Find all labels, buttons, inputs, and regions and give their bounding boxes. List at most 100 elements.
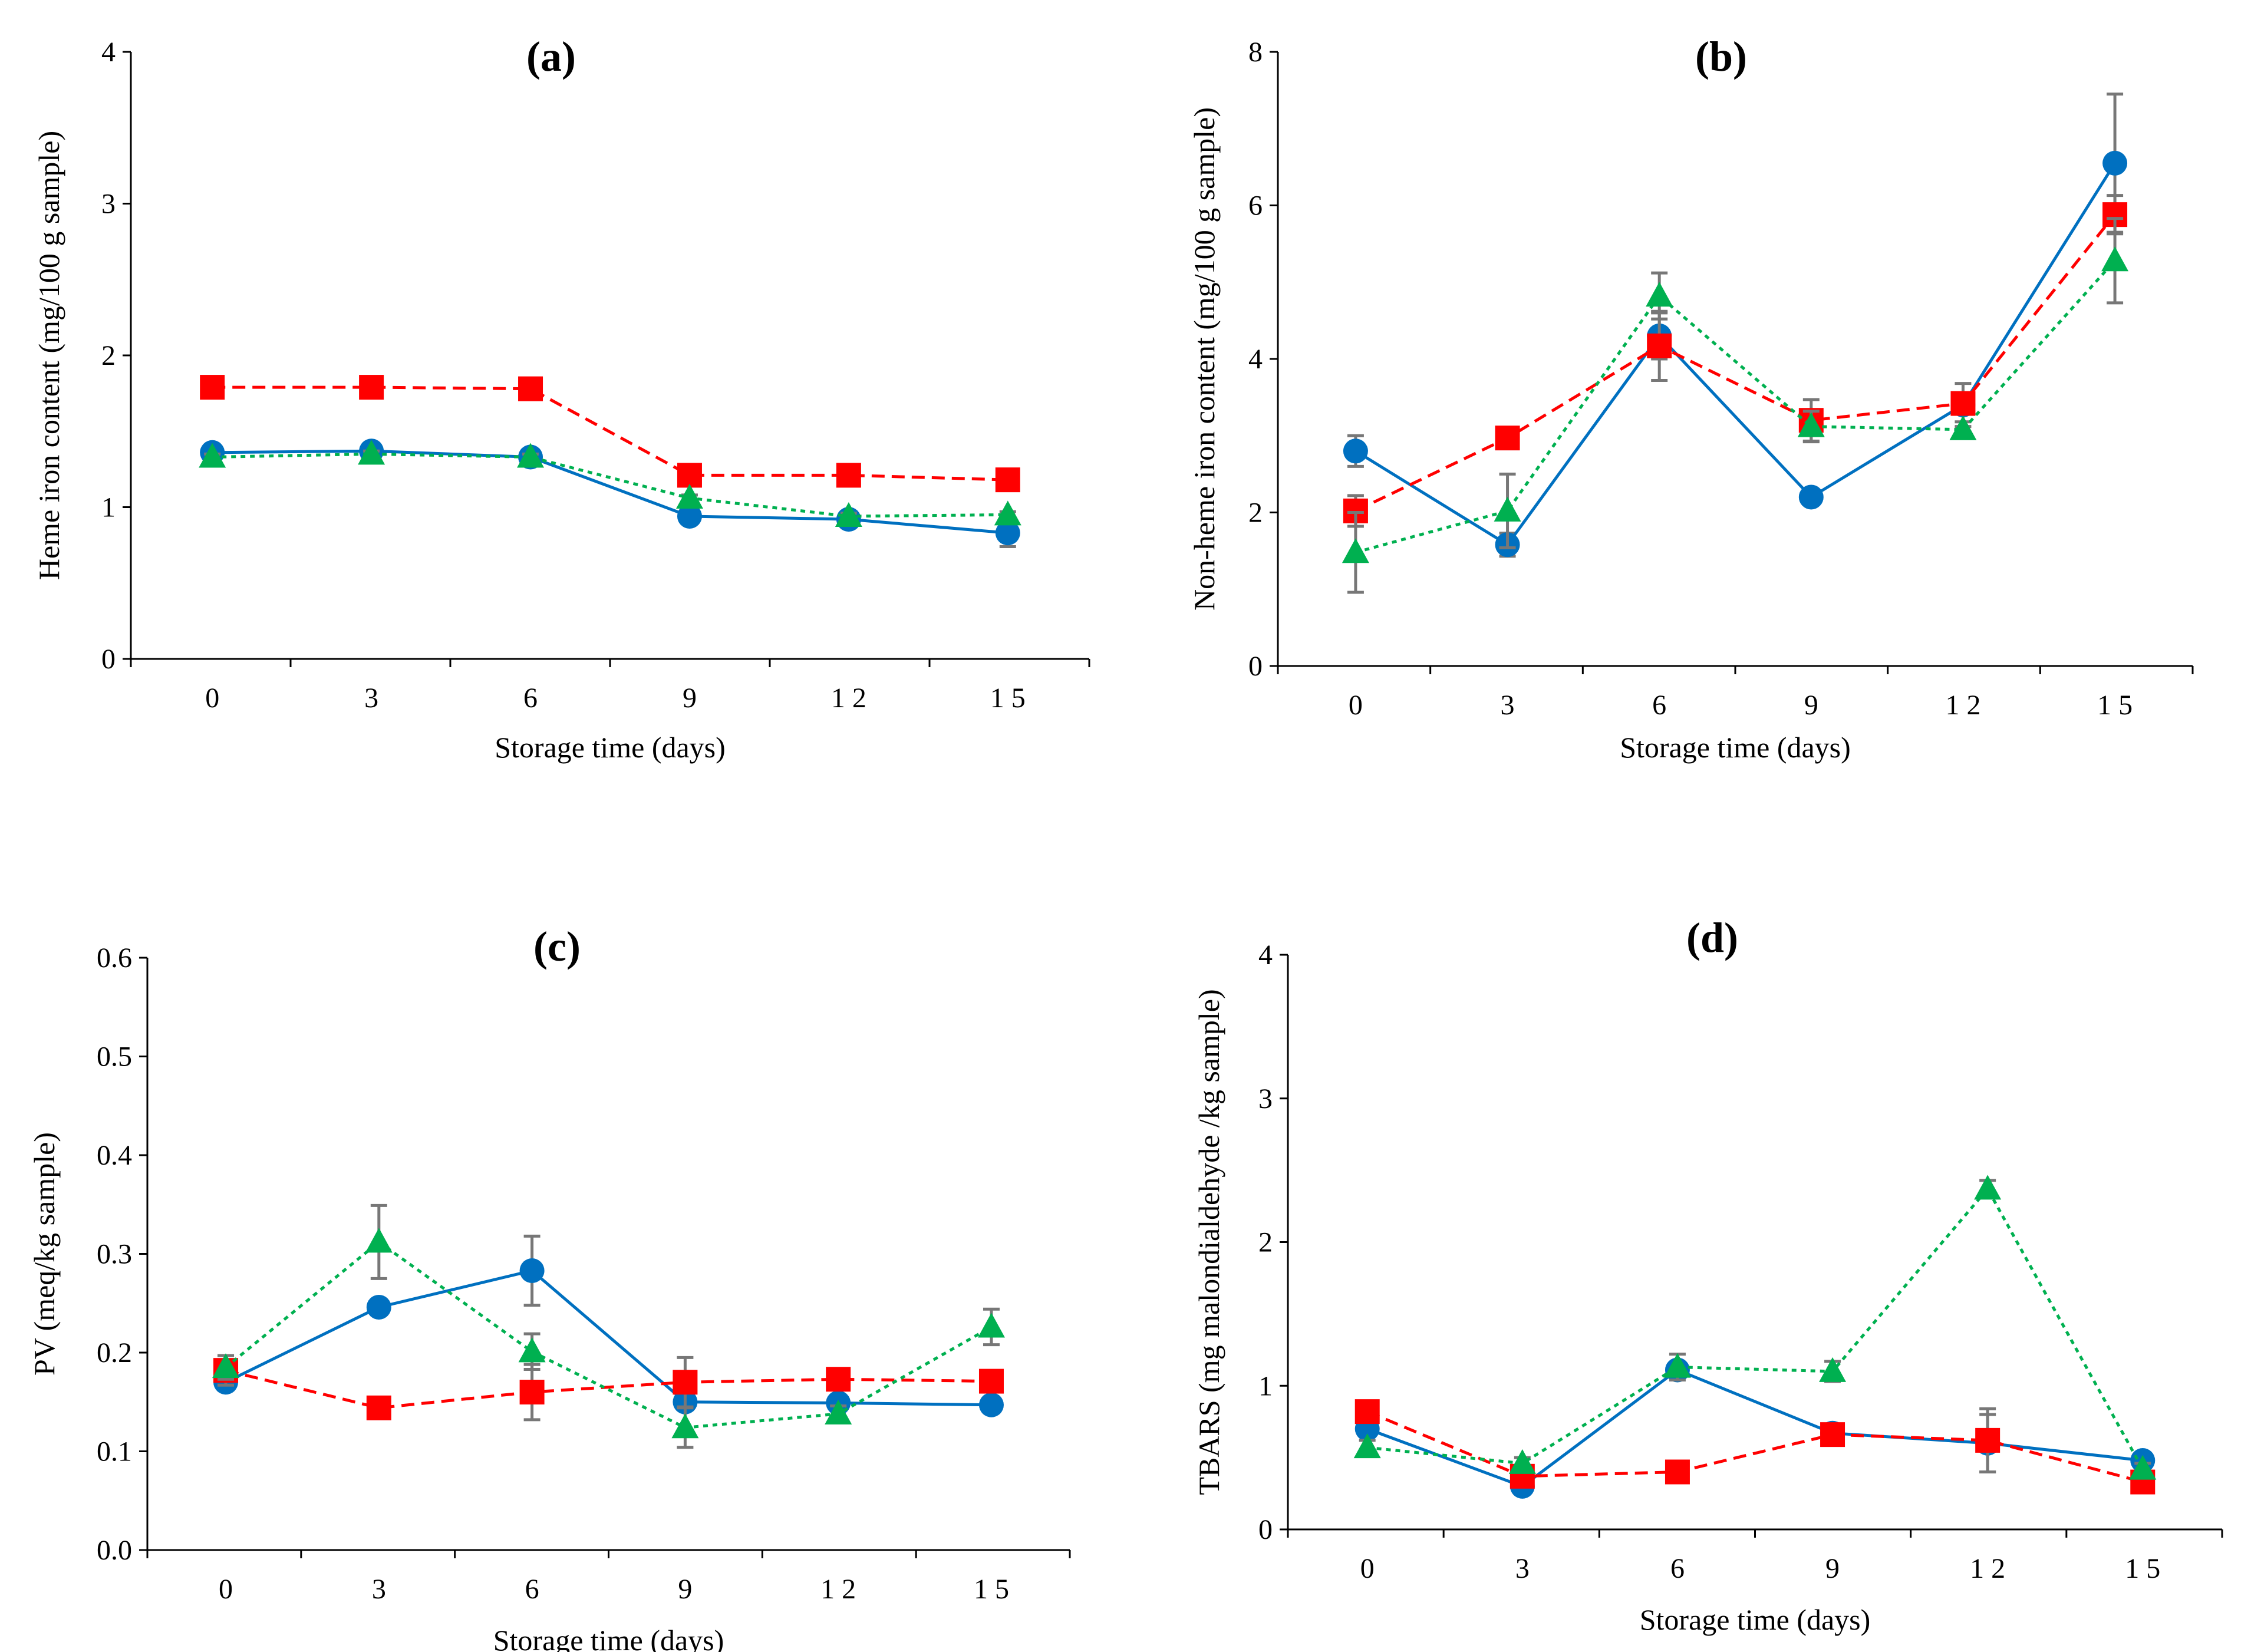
data-point xyxy=(995,520,1020,546)
data-point xyxy=(1495,426,1520,451)
y-axis-label: Non-heme iron content (mg/100 g sample) xyxy=(1188,107,1221,611)
series-line xyxy=(1354,213,2117,513)
data-point xyxy=(2129,1455,2157,1480)
y-tick-label: 1 xyxy=(101,492,116,523)
series-1 xyxy=(200,438,1020,548)
data-point xyxy=(519,1380,545,1404)
series-line xyxy=(225,1240,993,1429)
data-point xyxy=(978,1392,1004,1417)
y-tick-label: 2 xyxy=(1258,1227,1273,1258)
series-1 xyxy=(1354,1357,2156,1499)
y-tick-label: 0.5 xyxy=(97,1041,132,1073)
data-point xyxy=(1665,1459,1690,1485)
x-axis-label: Storage time (days) xyxy=(1620,731,1851,764)
data-point xyxy=(1494,496,1521,522)
x-tick-label: 9 xyxy=(1804,690,1818,721)
y-axis-label: PV (meq/kg sample) xyxy=(28,1132,61,1376)
data-point xyxy=(366,1395,391,1420)
series-line xyxy=(1366,1368,2143,1488)
x-tick-label: 9 xyxy=(678,1574,692,1605)
panel-b: 0 2 4 6 8 0 3 6 9 1 2 1 5 (b) Storage time (days) Non… xyxy=(1188,33,2194,764)
data-point xyxy=(826,1367,851,1392)
data-point xyxy=(995,467,1020,493)
y-tick-label: 0 xyxy=(1248,651,1263,682)
data-point xyxy=(518,1337,546,1363)
panel-title: (b) xyxy=(1695,33,1747,80)
data-point xyxy=(1819,1357,1847,1382)
x-tick-label: 0 xyxy=(1360,1553,1375,1584)
y-tick-label: 0.6 xyxy=(97,942,132,974)
x-tick-label: 1 2 xyxy=(1970,1553,2005,1584)
y-tick-label: 0.2 xyxy=(97,1337,132,1369)
series-line xyxy=(212,449,1008,535)
data-point xyxy=(1343,438,1368,464)
data-point xyxy=(359,375,384,400)
data-point xyxy=(677,463,702,488)
x-tick-label: 9 xyxy=(1825,1553,1840,1584)
x-tick-label: 3 xyxy=(364,682,378,714)
data-point xyxy=(2101,246,2129,272)
data-point xyxy=(1820,1422,1845,1447)
data-point xyxy=(200,375,225,400)
y-tick-label: 0 xyxy=(1258,1514,1273,1545)
data-point xyxy=(673,1370,698,1395)
y-axis-label: TBARS (mg malondialdehyde /kg sample) xyxy=(1192,989,1225,1495)
series-2 xyxy=(200,375,1020,493)
series-line xyxy=(212,452,1008,518)
x-tick-label: 9 xyxy=(683,682,697,714)
data-point xyxy=(836,463,861,488)
data-point xyxy=(835,502,862,527)
data-point xyxy=(1508,1449,1536,1474)
data-point xyxy=(1974,1175,2002,1200)
y-tick-label: 4 xyxy=(101,37,116,68)
panel-title: (d) xyxy=(1686,914,1738,961)
x-tick-label: 0 xyxy=(205,682,219,714)
x-axis-label: Storage time (days) xyxy=(493,1624,724,1652)
data-point xyxy=(1949,415,1977,440)
data-point xyxy=(518,376,543,401)
data-point xyxy=(1342,538,1369,563)
y-tick-label: 4 xyxy=(1258,939,1273,971)
series-3 xyxy=(212,1203,1005,1449)
data-point xyxy=(1354,1399,1380,1425)
y-tick-label: 6 xyxy=(1248,190,1263,222)
data-point xyxy=(1353,1433,1381,1459)
series-1 xyxy=(213,1234,1004,1417)
data-point xyxy=(1797,412,1825,437)
y-tick-label: 0.4 xyxy=(97,1140,132,1171)
data-point xyxy=(366,1294,391,1320)
panel-title: (c) xyxy=(533,923,581,970)
y-tick-label: 3 xyxy=(1258,1083,1273,1114)
y-tick-label: 0 xyxy=(101,644,116,675)
data-point xyxy=(825,1399,852,1425)
x-axis-label: Storage time (days) xyxy=(495,731,726,764)
series-line xyxy=(225,1269,992,1407)
y-tick-label: 8 xyxy=(1248,37,1263,68)
series-3 xyxy=(199,440,1021,527)
x-axis-label: Storage time (days) xyxy=(1640,1603,1871,1636)
panel-c: 0.0 0.1 0.2 0.3 0.4 0.5 0.6 0 3 6 9 1 2 1 5 (c) Storag… xyxy=(28,923,1071,1652)
series-line xyxy=(1354,162,2117,547)
x-tick-label: 1 2 xyxy=(831,682,866,714)
y-tick-label: 2 xyxy=(101,340,116,371)
data-point xyxy=(1950,391,1976,416)
data-point xyxy=(365,1228,393,1253)
x-tick-label: 1 2 xyxy=(1945,690,1980,721)
y-tick-label: 2 xyxy=(1248,497,1263,529)
x-tick-label: 3 xyxy=(1501,690,1515,721)
data-point xyxy=(978,1369,1004,1394)
data-point xyxy=(1647,333,1672,358)
x-tick-label: 1 2 xyxy=(820,1574,856,1605)
series-1 xyxy=(1343,93,2128,558)
data-point xyxy=(358,440,385,465)
data-point xyxy=(1975,1427,2000,1453)
y-tick-label: 3 xyxy=(101,189,116,220)
data-point xyxy=(675,484,703,509)
x-tick-label: 1 5 xyxy=(2097,690,2133,721)
x-tick-label: 6 xyxy=(1652,690,1666,721)
y-tick-label: 4 xyxy=(1248,344,1263,375)
series-3 xyxy=(1353,1175,2157,1480)
series-line xyxy=(1367,1186,2144,1470)
